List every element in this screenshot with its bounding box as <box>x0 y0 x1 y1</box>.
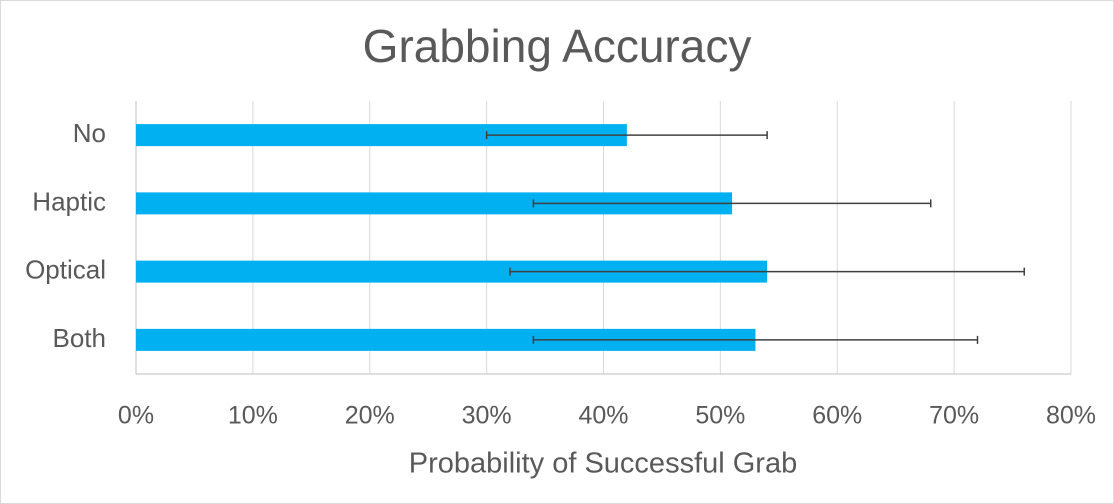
x-tick-label: 20% <box>345 402 395 430</box>
y-tick-label: Haptic <box>32 186 106 216</box>
x-tick-label: 80% <box>1046 402 1096 430</box>
y-tick-label: No <box>73 118 106 148</box>
x-tick-label: 60% <box>812 402 862 430</box>
x-tick-label: 10% <box>228 402 278 430</box>
bar <box>136 328 756 351</box>
x-axis-label: Probability of Successful Grab <box>409 448 797 480</box>
chart-title: Grabbing Accuracy <box>363 20 752 72</box>
x-tick-label: 0% <box>118 402 154 430</box>
bar <box>136 260 768 283</box>
x-tick-label: 40% <box>578 402 628 430</box>
x-tick-label: 50% <box>695 402 745 430</box>
x-tick-label: 70% <box>929 402 979 430</box>
y-tick-label: Optical <box>25 255 106 285</box>
x-tick-label: 30% <box>462 402 512 430</box>
y-tick-label: Both <box>53 323 107 353</box>
bar <box>136 192 733 215</box>
bar <box>136 124 627 147</box>
